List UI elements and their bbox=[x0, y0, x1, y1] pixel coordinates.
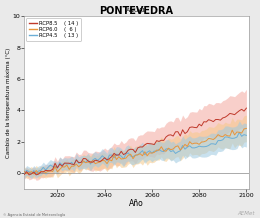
Text: AEMet: AEMet bbox=[237, 211, 255, 216]
X-axis label: Año: Año bbox=[129, 199, 144, 208]
Text: © Agencia Estatal de Meteorología: © Agencia Estatal de Meteorología bbox=[3, 213, 65, 217]
Y-axis label: Cambio de la temperatura máxima (°C): Cambio de la temperatura máxima (°C) bbox=[5, 47, 11, 158]
Legend: RCP8.5    ( 14 ), RCP6.0    (  6 ), RCP4.5    ( 13 ): RCP8.5 ( 14 ), RCP6.0 ( 6 ), RCP4.5 ( 13… bbox=[26, 18, 81, 41]
Title: PONTEVEDRA: PONTEVEDRA bbox=[100, 5, 174, 15]
Text: ANUAL: ANUAL bbox=[126, 8, 147, 13]
